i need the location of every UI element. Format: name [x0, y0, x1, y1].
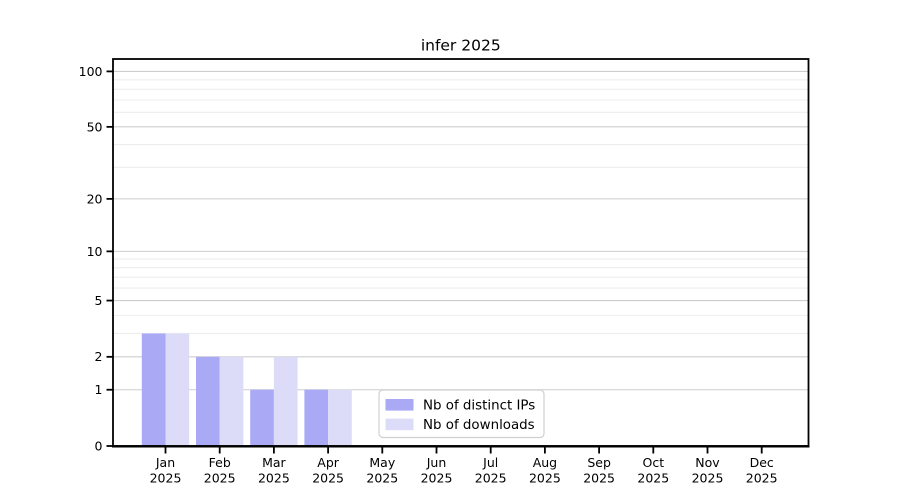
- legend-label-nb-of-downloads: Nb of downloads: [423, 418, 535, 433]
- x-tick-label-month-jun: Jun: [426, 455, 447, 470]
- y-tick-label-1: 1: [95, 382, 103, 397]
- x-tick-label-year-aug: 2025: [529, 471, 561, 486]
- y-tick-label-100: 100: [79, 64, 103, 79]
- bar-nb-of-downloads-jan: [165, 333, 190, 446]
- x-tick-label-month-jul: Jul: [482, 455, 498, 470]
- x-tick-label-month-may: May: [369, 455, 395, 470]
- bar-nb-of-distinct-ips-apr: [304, 389, 329, 446]
- x-tick-label-year-may: 2025: [366, 471, 398, 486]
- x-tick-label-year-feb: 2025: [204, 471, 236, 486]
- legend-box: [378, 389, 545, 439]
- bar-nb-of-downloads-feb: [219, 356, 244, 446]
- y-tick-label-0: 0: [95, 438, 103, 453]
- legend: Nb of distinct IPs Nb of downloads: [378, 389, 545, 439]
- bar-nb-of-distinct-ips-feb: [196, 356, 220, 446]
- legend-swatch-nb-of-distinct-ips: [385, 399, 414, 411]
- bar-nb-of-distinct-ips-mar: [250, 389, 274, 446]
- legend-swatch-nb-of-downloads: [385, 418, 414, 431]
- x-tick-label-year-oct: 2025: [637, 471, 669, 486]
- x-tick-label-month-dec: Dec: [750, 455, 774, 470]
- chart-title: infer 2025: [421, 37, 501, 55]
- x-tick-label-year-sep: 2025: [583, 471, 615, 486]
- x-tick-label-year-jan: 2025: [150, 471, 182, 486]
- y-tick-label-20: 20: [87, 191, 103, 206]
- bar-nb-of-downloads-apr: [328, 389, 352, 446]
- x-tick-label-month-mar: Mar: [262, 455, 286, 470]
- x-tick-label-month-oct: Oct: [642, 455, 664, 470]
- x-tick-label-month-feb: Feb: [209, 455, 231, 470]
- x-tick-label-year-nov: 2025: [692, 471, 724, 486]
- bar-nb-of-distinct-ips-jan: [141, 333, 166, 446]
- x-tick-label-year-mar: 2025: [258, 471, 290, 486]
- x-tick-label-month-nov: Nov: [695, 455, 720, 470]
- x-tick-label-year-jun: 2025: [421, 471, 453, 486]
- y-tick-label-2: 2: [95, 349, 103, 364]
- legend-label-nb-of-distinct-ips: Nb of distinct IPs: [423, 399, 535, 414]
- x-tick-label-month-apr: Apr: [317, 455, 339, 470]
- y-tick-label-10: 10: [87, 244, 103, 259]
- x-tick-label-month-aug: Aug: [533, 455, 557, 470]
- bar-nb-of-downloads-mar: [273, 356, 298, 446]
- x-tick-label-month-jan: Jan: [155, 455, 175, 470]
- x-tick-label-year-jul: 2025: [475, 471, 507, 486]
- x-tick-label-month-sep: Sep: [587, 455, 611, 470]
- x-tick-label-year-apr: 2025: [312, 471, 344, 486]
- y-tick-label-5: 5: [95, 293, 103, 308]
- y-tick-label-50: 50: [87, 119, 103, 134]
- x-tick-label-year-dec: 2025: [746, 471, 778, 486]
